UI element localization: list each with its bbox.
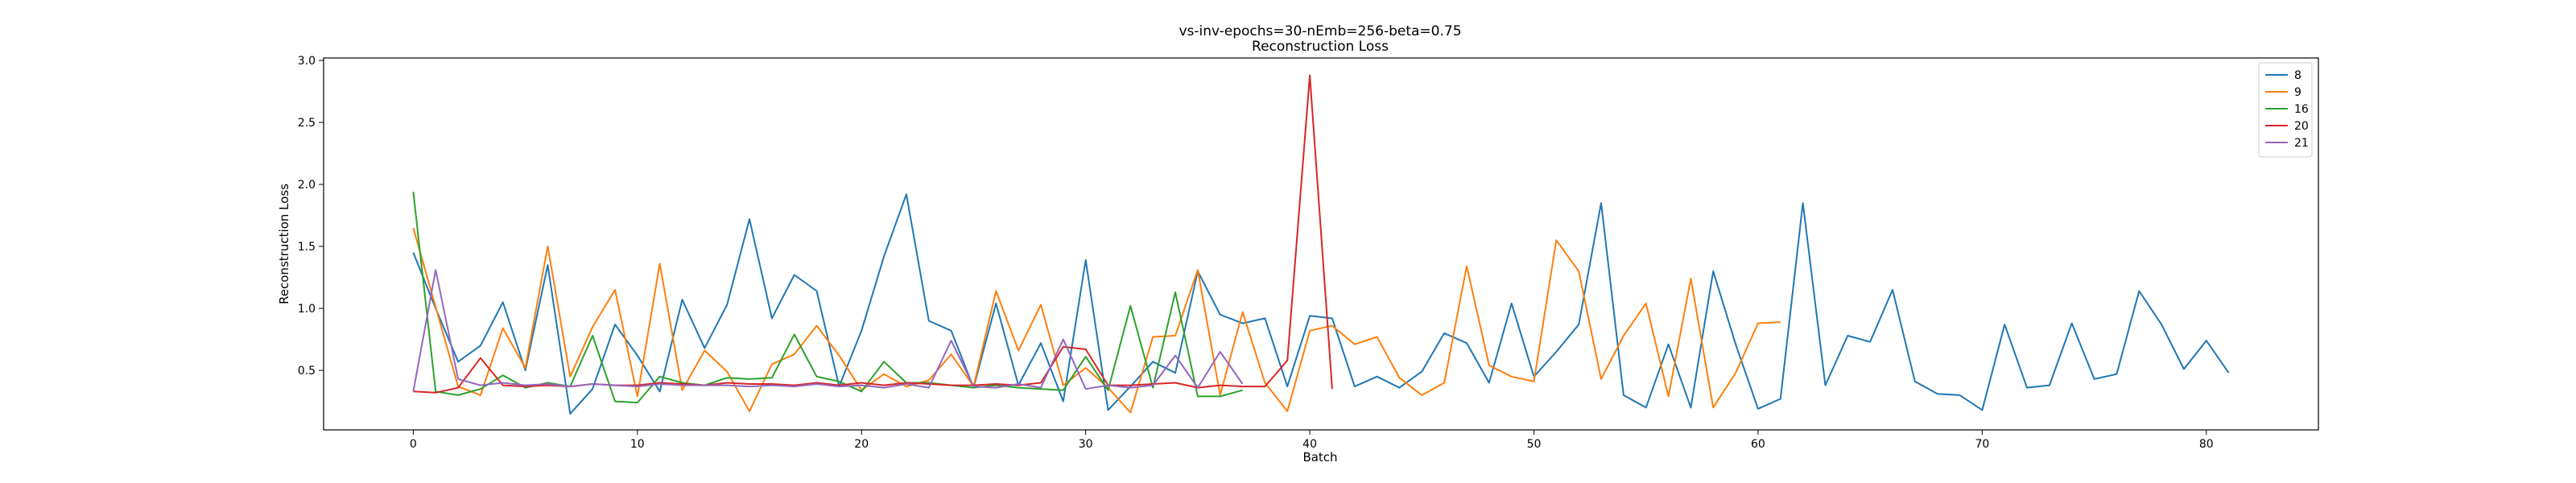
- series-line-21: [412, 269, 1244, 392]
- series-layer: [412, 74, 2230, 415]
- y-tick-label: 2.0: [298, 179, 316, 192]
- x-tick-label: 50: [1527, 438, 1542, 451]
- x-axis-label: Batch: [1302, 450, 1337, 464]
- legend-label: 20: [2294, 120, 2309, 133]
- chart-title: vs-inv-epochs=30-nEmb=256-beta=0.75: [1179, 23, 1461, 39]
- y-tick-label: 1.0: [298, 303, 316, 316]
- legend-label: 8: [2294, 69, 2301, 82]
- legend-label: 9: [2294, 86, 2301, 99]
- x-tick-label: 80: [2199, 438, 2214, 451]
- x-tick-label: 60: [1751, 438, 1765, 451]
- series-line-8: [412, 193, 2230, 415]
- y-axis: 0.5 1.0 1.5 2.0 2.5 3.0: [298, 55, 324, 378]
- y-axis-label: Reconstruction Loss: [277, 184, 291, 304]
- x-tick-label: 0: [410, 438, 417, 451]
- y-tick-label: 0.5: [298, 365, 316, 378]
- legend: 8 9 16 20 21: [2258, 62, 2313, 158]
- legend-label: 16: [2294, 103, 2309, 116]
- x-tick-label: 30: [1079, 438, 1093, 451]
- x-tick-label: 40: [1302, 438, 1317, 451]
- legend-label: 21: [2294, 137, 2309, 150]
- x-tick-label: 10: [630, 438, 645, 451]
- series-line-16: [412, 192, 1243, 404]
- y-tick-label: 2.5: [298, 117, 316, 130]
- x-axis: 0 10 20 30 40 50 60 70 80: [410, 430, 2214, 451]
- series-line-9: [412, 227, 1781, 414]
- plot-frame: [323, 57, 2319, 431]
- legend-box: [2258, 62, 2313, 158]
- x-tick-label: 20: [854, 438, 869, 451]
- series-line-20: [413, 74, 1333, 394]
- chart-subtitle: Reconstruction Loss: [1252, 39, 1389, 55]
- y-tick-label: 1.5: [298, 241, 316, 254]
- x-tick-label: 70: [1975, 438, 1989, 451]
- y-tick-label: 3.0: [298, 55, 316, 68]
